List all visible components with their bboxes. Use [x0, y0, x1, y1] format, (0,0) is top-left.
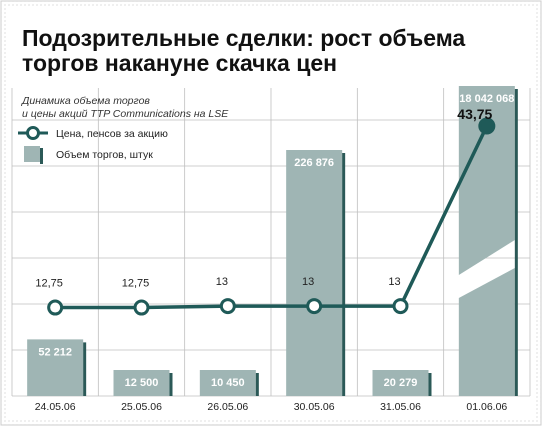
volume-bar: [286, 150, 343, 396]
price-value-label: 12,75: [122, 278, 150, 290]
price-point: [133, 299, 150, 316]
volume-value-label: 18 042 068: [459, 93, 514, 105]
price-point: [392, 298, 409, 315]
volume-value-label: 10 450: [211, 377, 245, 389]
volume-bar-group: 12 500: [113, 370, 173, 396]
x-tick-label: 24.05.06: [35, 401, 76, 413]
volume-value-label: 12 500: [125, 377, 159, 389]
volume-bar: [199, 370, 256, 396]
price-value-label: 12,75: [35, 278, 63, 290]
price-line: 12,75 12,75 13 13 13 43,75: [35, 106, 496, 316]
grid: [11, 88, 531, 397]
volume-bars: 52 212 12 500 10 450 226 876 20 279 18 042 06…: [27, 86, 518, 396]
volume-bar-group: 18 042 068: [458, 86, 518, 396]
volume-bar-shadow: [83, 342, 87, 396]
price-value-label: 13: [388, 276, 400, 288]
x-tick-label: 31.05.06: [380, 401, 421, 413]
volume-bar-shadow: [255, 373, 259, 396]
volume-value-label: 20 279: [384, 377, 418, 389]
x-tick-label: 25.05.06: [121, 401, 162, 413]
price-value-label: 43,75: [457, 106, 492, 122]
legend-bar-shadow-icon: [40, 148, 43, 164]
volume-value-label: 226 876: [294, 157, 334, 169]
volume-value-label: 52 212: [38, 346, 72, 358]
legend-volume-label: Объем торгов, штук: [56, 149, 153, 161]
volume-bar-shadow: [169, 373, 173, 396]
x-tick-label: 30.05.06: [294, 401, 335, 413]
volume-bar: [27, 339, 84, 396]
volume-bar-group: 10 450: [199, 370, 259, 396]
volume-bar-shadow: [428, 373, 432, 396]
volume-bar: [372, 370, 429, 396]
price-point: [47, 299, 64, 316]
price-series-line: [55, 125, 489, 310]
volume-bar-group: 226 876: [286, 150, 346, 396]
volume-bar-shadow: [342, 153, 346, 396]
chart-title-line2: торгов накануне скачка цен: [22, 50, 337, 76]
volume-bar: [458, 268, 515, 396]
legend-price-label: Цена, пенсов за акцию: [56, 128, 168, 140]
price-point: [219, 298, 236, 315]
chart-subtitle-line1: Динамика объема торгов: [21, 95, 150, 107]
title-box: [10, 15, 488, 81]
chart-subtitle-line2: и цены акций TTP Communications на LSE: [22, 108, 229, 120]
chart-title-line1: Подозрительные сделки: рост объема: [22, 25, 465, 51]
price-value-label: 13: [302, 276, 314, 288]
volume-bar: [458, 86, 515, 275]
legend: Цена, пенсов за акцию Объем торгов, штук: [18, 126, 168, 164]
price-point: [478, 117, 496, 135]
x-axis-labels: 24.05.06 25.05.06 26.05.06 30.05.06 31.05.06…: [35, 401, 508, 413]
volume-bar-group: 20 279: [372, 370, 432, 396]
volume-bar: [113, 370, 170, 396]
price-value-label: 13: [216, 276, 228, 288]
x-tick-label: 01.06.06: [466, 401, 507, 413]
x-tick-label: 26.05.06: [207, 401, 248, 413]
price-point: [306, 298, 323, 315]
legend-marker-icon: [26, 126, 40, 140]
volume-bar-group: 52 212: [27, 339, 87, 396]
volume-bar-shadow: [514, 89, 518, 396]
legend-bar-icon: [24, 146, 40, 162]
